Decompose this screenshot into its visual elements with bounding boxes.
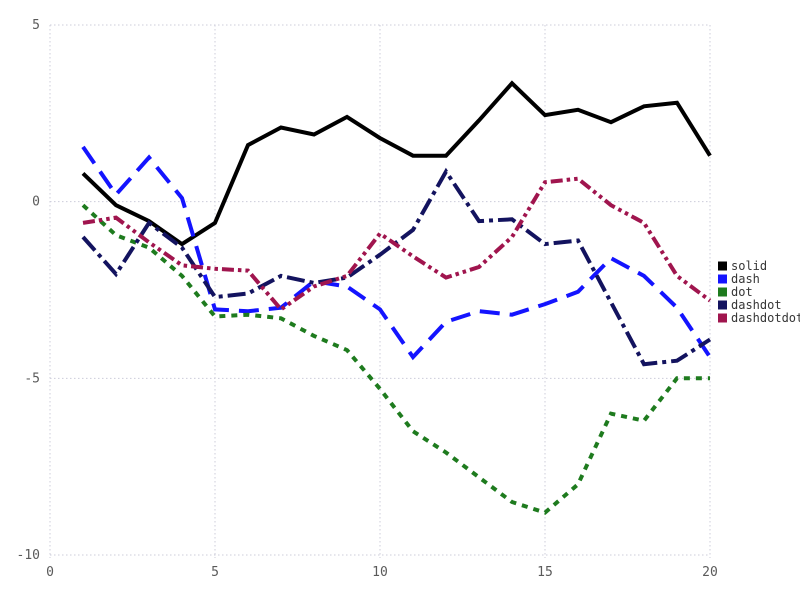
x-tick-label: 0 [46, 565, 54, 580]
series-line-dash [81, 145, 712, 361]
legend-label-dash: dash [731, 272, 760, 286]
series-line-solid [81, 80, 712, 247]
x-tick-label: 15 [537, 565, 553, 580]
legend-swatch-dot [718, 287, 727, 297]
legend-label-dashdot: dashdot [731, 298, 782, 312]
legend-label-solid: solid [731, 259, 767, 273]
series-line-dot [81, 203, 710, 515]
x-tick-label: 20 [702, 565, 718, 580]
y-tick-label: -5 [24, 371, 40, 386]
y-tick-label: 0 [32, 195, 40, 210]
legend-swatch-dashdot [718, 300, 727, 310]
legend-swatch-dashdotdot [718, 313, 727, 323]
y-tick-label: 5 [32, 18, 40, 33]
legend-swatch-dash [718, 274, 727, 284]
y-tick-label: -10 [17, 548, 40, 563]
legend-label-dot: dot [731, 285, 753, 299]
legend-label-dashdotdot: dashdotdot [731, 311, 800, 325]
legend-swatch-solid [718, 261, 727, 271]
series-line-dashdot [81, 167, 712, 367]
x-tick-label: 5 [211, 565, 219, 580]
x-tick-label: 10 [372, 565, 388, 580]
series-line-dashdotdot [82, 176, 712, 313]
